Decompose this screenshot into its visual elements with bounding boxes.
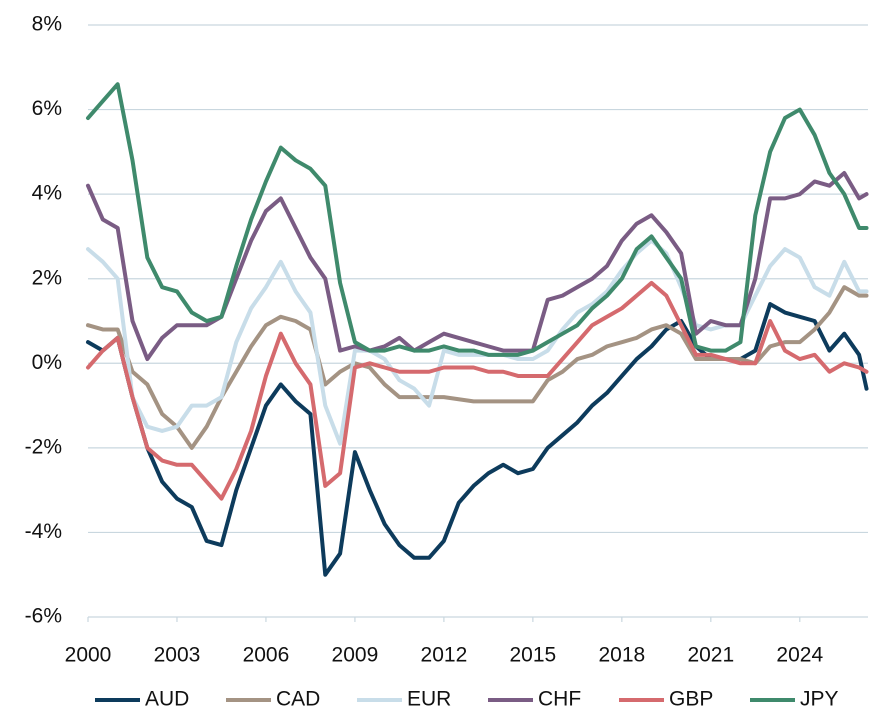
y-tick-label: 2% [32,266,62,289]
y-tick-label: -6% [25,605,62,628]
x-tick-label: 2009 [332,644,379,667]
series-line [86,82,869,357]
legend-label: JPY [800,688,839,711]
y-tick-label: 0% [32,351,62,374]
series-line [86,302,869,577]
x-tick-label: 2006 [243,644,290,667]
legend-label: GBP [669,688,713,711]
x-tick-label: 2015 [510,644,557,667]
legend-label: EUR [407,688,451,711]
series-line [86,285,869,450]
legend-label: CHF [538,688,581,711]
x-tick-label: 2012 [421,644,468,667]
x-tick-label: 2000 [65,644,112,667]
x-tick-label: 2024 [776,644,823,667]
legend-label: CAD [276,688,320,711]
x-tick-label: 2003 [154,644,201,667]
legend-label: AUD [145,688,189,711]
y-tick-label: 6% [32,97,62,120]
y-tick-label: -4% [25,520,62,543]
x-tick-label: 2018 [598,644,645,667]
y-tick-label: 8% [32,13,62,36]
x-tick-label: 2021 [687,644,734,667]
series-line [86,280,869,501]
y-tick-label: 4% [32,182,62,205]
y-tick-label: -2% [25,435,62,458]
